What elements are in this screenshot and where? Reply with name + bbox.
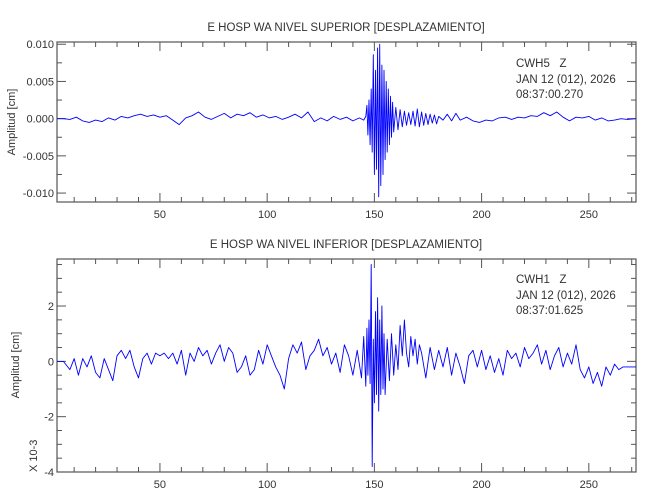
station-annotation: CWH1 Z JAN 12 (012), 2026 08:37:01.625 bbox=[516, 274, 616, 317]
panel-superior: E HOSP WA NIVEL SUPERIOR [DESPLAZAMIENTO… bbox=[6, 22, 637, 221]
y-tick-label: 0.010 bbox=[26, 39, 54, 51]
x-tick-label: 100 bbox=[258, 209, 276, 221]
plot-frame bbox=[56, 41, 637, 203]
y-tick-label: 0 bbox=[48, 356, 54, 368]
station-date: JAN 12 (012), 2026 bbox=[516, 290, 616, 302]
x-tick-label: 200 bbox=[472, 209, 490, 221]
waveform-trace bbox=[57, 264, 636, 467]
station-annotation: CWH5 Z JAN 12 (012), 2026 08:37:00.270 bbox=[516, 58, 616, 101]
y-tick-label: 2 bbox=[48, 301, 54, 313]
y-axis-label: Amplitud [cm] bbox=[6, 89, 18, 156]
station-code: CWH1 Z bbox=[516, 274, 566, 286]
x-tick-label: 250 bbox=[580, 209, 598, 221]
x-tick-label: 50 bbox=[154, 209, 166, 221]
chart-title: E HOSP WA NIVEL SUPERIOR [DESPLAZAMIENTO… bbox=[207, 22, 484, 34]
station-code: CWH5 Z bbox=[516, 58, 566, 70]
plot-area: 50 100 150 200 250 -4 -2 0 2 bbox=[44, 258, 637, 491]
y-axis-label: Amplitud [cm] bbox=[10, 332, 22, 399]
waveform-trace bbox=[57, 43, 637, 198]
y-tick-label: -4 bbox=[44, 467, 54, 479]
plot-area: 50 100 150 200 250 -0.010 -0.005 0.000 0.005 0.01… bbox=[23, 39, 637, 221]
station-time: 08:37:01.625 bbox=[516, 305, 583, 317]
y-tick-label: -2 bbox=[44, 412, 54, 424]
y-tick-label: -0.005 bbox=[23, 151, 54, 163]
plot-frame bbox=[56, 258, 637, 473]
x-tick-label: 50 bbox=[154, 479, 166, 491]
y-tick-label: 0.005 bbox=[26, 76, 54, 88]
x-tick-label: 150 bbox=[365, 479, 383, 491]
x-tick-label: 150 bbox=[365, 209, 383, 221]
x-tick-label: 100 bbox=[258, 479, 276, 491]
panel-inferior: E HOSP WA NIVEL INFERIOR [DESPLAZAMIENTO… bbox=[10, 239, 637, 491]
station-date: JAN 12 (012), 2026 bbox=[516, 74, 616, 86]
station-time: 08:37:00.270 bbox=[516, 89, 583, 101]
y-tick-label: 0.000 bbox=[26, 114, 54, 126]
chart-title: E HOSP WA NIVEL INFERIOR [DESPLAZAMIENTO… bbox=[210, 239, 482, 251]
x-tick-label: 200 bbox=[472, 479, 490, 491]
y-tick-label: -0.010 bbox=[23, 188, 54, 200]
y-multiplier-label: X 10-3 bbox=[28, 440, 40, 472]
x-tick-label: 250 bbox=[580, 479, 598, 491]
